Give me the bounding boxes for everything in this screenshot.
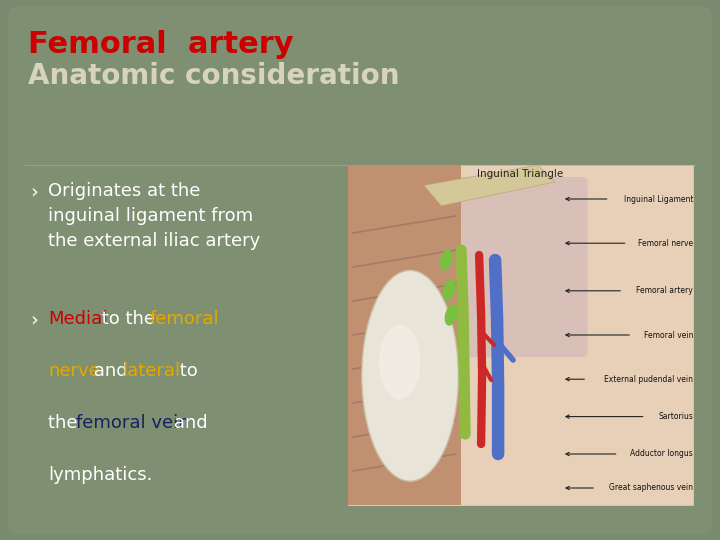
Ellipse shape — [362, 271, 459, 481]
Text: femoral: femoral — [150, 310, 220, 328]
Text: Medial: Medial — [48, 310, 107, 328]
Text: nerve: nerve — [48, 362, 100, 380]
Polygon shape — [424, 165, 555, 206]
Text: External pudendal vein: External pudendal vein — [604, 375, 693, 384]
Text: ›: › — [30, 310, 37, 329]
Bar — [348, 165, 461, 505]
Text: lateral: lateral — [122, 362, 180, 380]
Text: to the: to the — [96, 310, 161, 328]
Bar — [348, 165, 693, 505]
Ellipse shape — [440, 249, 453, 271]
FancyBboxPatch shape — [405, 177, 588, 357]
Text: ›: › — [30, 182, 37, 201]
Text: Femoral  artery: Femoral artery — [28, 30, 294, 59]
FancyBboxPatch shape — [8, 6, 712, 534]
Text: lymphatics.: lymphatics. — [48, 466, 153, 484]
Text: Anatomic consideration: Anatomic consideration — [28, 62, 400, 90]
Text: Femoral artery: Femoral artery — [636, 286, 693, 295]
Text: the: the — [48, 414, 84, 432]
Bar — [348, 165, 693, 505]
Text: to: to — [174, 362, 198, 380]
Text: Inguinal Ligament: Inguinal Ligament — [624, 194, 693, 204]
Text: Great saphenous vein: Great saphenous vein — [609, 483, 693, 492]
Ellipse shape — [379, 325, 420, 400]
Text: and: and — [88, 362, 133, 380]
Text: Femoral nerve: Femoral nerve — [638, 239, 693, 248]
Ellipse shape — [443, 279, 456, 301]
Text: Inguinal Triangle: Inguinal Triangle — [477, 169, 564, 179]
Text: femoral vein: femoral vein — [76, 414, 189, 432]
Text: and: and — [168, 414, 207, 432]
Text: Femoral vein: Femoral vein — [644, 330, 693, 340]
Text: Sartorius: Sartorius — [658, 412, 693, 421]
Ellipse shape — [445, 304, 457, 326]
Text: Originates at the
inguinal ligament from
the external iliac artery: Originates at the inguinal ligament from… — [48, 182, 260, 250]
Text: Adductor longus: Adductor longus — [630, 449, 693, 458]
